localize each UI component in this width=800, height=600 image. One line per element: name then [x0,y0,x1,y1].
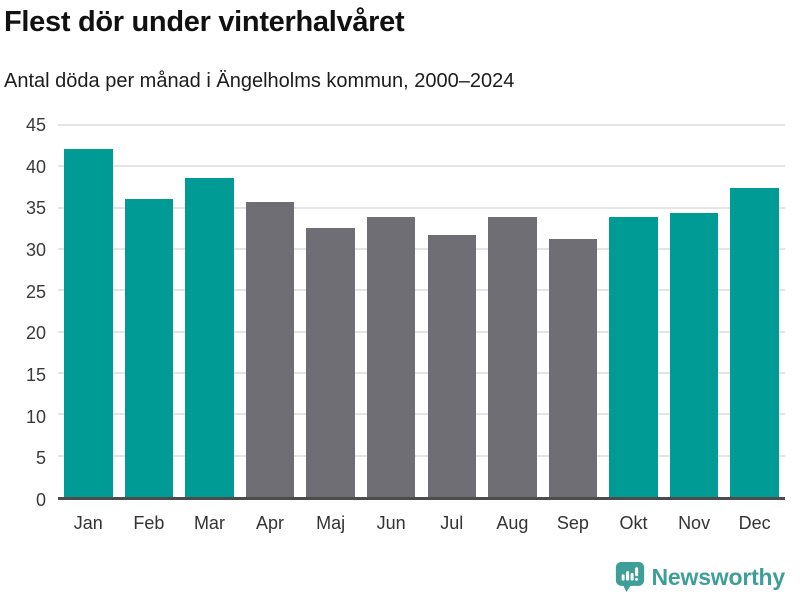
bar-jun [366,216,416,497]
bar-slot [58,125,119,497]
y-tick-label: 15 [25,365,46,385]
y-tick-label: 10 [25,406,46,427]
bar-slot [421,125,482,497]
y-tick-label: 35 [25,198,46,219]
chart-title: Flest dör under vinterhalvåret [4,6,405,38]
y-tick-label: 25 [25,281,46,302]
bar-slot [482,125,543,497]
bar-okt [609,216,658,497]
bar-apr [245,201,295,497]
bar-sep [548,239,598,497]
x-tick-label: Jul [440,513,464,533]
bar-slot [664,125,725,497]
x-tick-label: Jun [376,513,406,533]
brand-footer: Newsworthy [615,561,785,593]
x-tick-label: Okt [619,513,648,533]
y-axis: 0 5 10 15 20 25 30 35 40 45 [0,116,46,509]
bar-feb [124,198,174,497]
bar-slot [300,125,361,497]
x-tick-label: Nov [678,513,711,533]
bar-slot [543,125,604,497]
brand-name: Newsworthy [651,563,786,590]
y-tick-label: 45 [25,115,46,135]
bar-mar [185,177,234,497]
gridline [58,248,785,251]
bars-container [58,125,785,497]
plot-area [58,124,785,500]
bar-slot [603,125,664,497]
gridline [58,413,785,416]
x-tick-label: Apr [256,513,285,533]
bar-jan [64,148,113,497]
bar-maj [306,228,355,497]
gridline [58,165,785,168]
gridline [58,124,785,126]
bar-nov [669,212,719,497]
bar-slot [179,125,240,497]
bar-chart: 0 5 10 15 20 25 30 35 40 45 Jan Feb Mar Apr Maj Jun Jul… [0,116,785,545]
x-tick-label: Dec [738,513,771,533]
x-tick-label: Aug [496,513,529,533]
y-tick-label: 20 [25,323,46,344]
bar-slot [361,125,422,497]
x-tick-label: Mar [193,513,225,533]
gridline [58,330,785,333]
y-tick-label: 30 [25,240,46,260]
y-tick-label: 0 [35,490,46,510]
gridline [58,206,785,209]
gridline [58,289,785,292]
x-tick-label: Feb [133,513,165,533]
bar-aug [488,216,537,497]
x-tick-label: Maj [316,513,346,533]
bar-jul [427,234,476,497]
bar-slot [240,125,301,497]
x-tick-label: Jan [73,513,103,533]
x-tick-label: Sep [556,513,589,533]
y-tick-label: 40 [25,156,46,177]
newsworthy-logo-icon [615,562,644,592]
y-tick-label: 5 [35,448,46,469]
bar-slot [119,125,180,497]
x-axis: Jan Feb Mar Apr Maj Jun Jul Aug Sep Okt Nov Dec [58,503,785,534]
bar-slot [724,125,785,497]
gridline [58,372,785,375]
gridline [58,454,785,457]
chart-subtitle: Antal döda per månad i Ängelholms kommun… [4,70,515,92]
bar-dec [730,187,779,497]
